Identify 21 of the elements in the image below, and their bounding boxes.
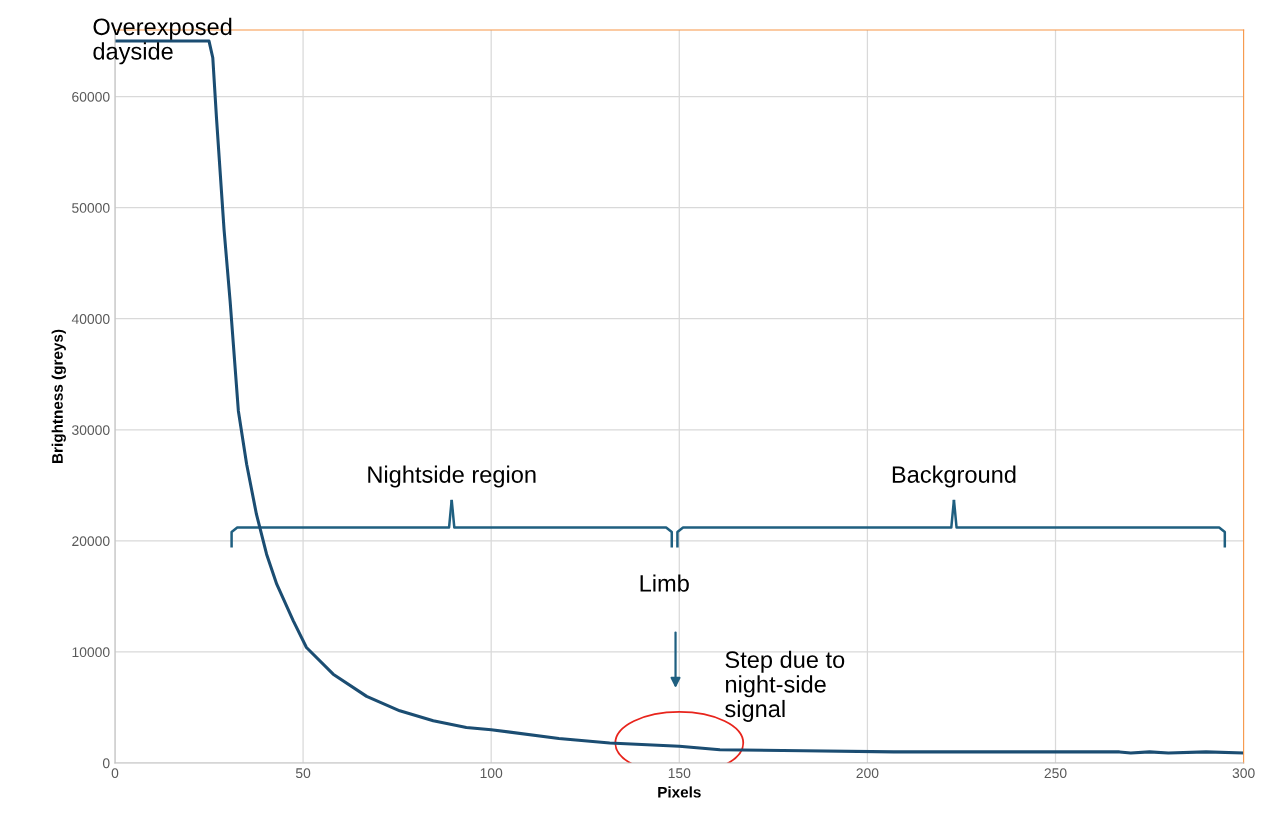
annotation: Step due to night-side signal — [725, 650, 845, 722]
x-tick-label: 200 — [856, 768, 879, 779]
annotation: Overexposed dayside — [93, 17, 232, 65]
x-tick-label: 250 — [1044, 768, 1067, 779]
annotation: Limb — [640, 574, 689, 592]
annotation: Background — [892, 465, 1016, 488]
y-tick-label: 0 — [102, 758, 110, 769]
x-tick-label: 0 — [111, 768, 119, 779]
y-tick-label: 50000 — [72, 203, 110, 213]
y-axis-title: Brightness (greys) — [51, 329, 66, 463]
y-tick-label: 30000 — [72, 425, 110, 435]
y-tick-label: 40000 — [71, 314, 110, 324]
y-tick-label: 60000 — [72, 91, 110, 102]
y-tick-label: 10000 — [72, 647, 110, 658]
y-tick-label: 20000 — [72, 536, 110, 547]
x-tick-label: 100 — [480, 768, 503, 779]
x-tick-label: 300 — [1232, 768, 1255, 779]
annotation: Nightside region — [368, 465, 536, 488]
x-tick-label: 150 — [668, 768, 691, 779]
x-tick-label: 50 — [295, 768, 311, 779]
x-axis-title: Pixels — [658, 786, 701, 798]
